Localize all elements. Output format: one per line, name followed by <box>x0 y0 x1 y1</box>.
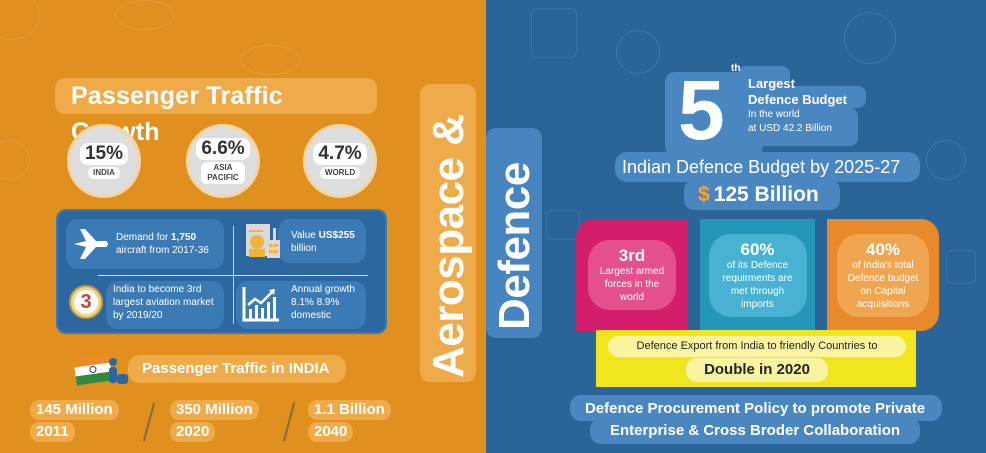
traffic-2011: 145 Million 2011 <box>30 400 119 444</box>
india-flag-passenger-icon <box>73 353 128 386</box>
decorative-document-icon <box>546 210 580 240</box>
card-inner: 3rd Largest armed forces in the world <box>588 240 676 310</box>
card-big: 60% <box>740 239 775 259</box>
rank-line: Defence Budget <box>748 92 847 107</box>
budget-amount: $125 Billion <box>698 182 819 208</box>
budget-title-bg <box>615 152 920 182</box>
growth-circle-asia-pacific: 6.6% ASIA PACIFIC <box>186 124 260 198</box>
separator <box>142 402 156 442</box>
card-inner: 40% of India's total Defence budget on C… <box>837 233 929 317</box>
aircraft-demand-text: Demand for 1,750 aircraft from 2017-36 <box>116 232 209 256</box>
growth-label: ASIA PACIFIC <box>201 162 245 184</box>
aviation-stats-box: Demand for 1,750 aircraft from 2017-36 V… <box>56 209 387 334</box>
decorative-shield-document-icon <box>531 8 577 58</box>
traffic-year: 2020 <box>170 422 216 442</box>
rank-suffix: th <box>731 63 741 74</box>
rank-number: 5 <box>678 63 725 157</box>
procurement-policy-text: Defence Procurement Policy to promote Pr… <box>560 398 950 442</box>
text-bg <box>738 108 858 146</box>
decorative-icon <box>0 140 30 180</box>
card-armed-forces: 3rd Largest armed forces in the world <box>576 219 688 331</box>
policy-bg <box>570 395 942 421</box>
rank-badge: 3 <box>69 285 103 319</box>
separator <box>282 402 296 442</box>
decorative-gear-icon <box>926 140 966 180</box>
card-text: Largest armed forces in the world <box>599 266 665 303</box>
rank-line: Largest <box>748 76 795 91</box>
passenger-traffic-growth-title: Passenger Traffic Growth <box>55 78 377 146</box>
decorative-cloud-icon <box>115 0 175 30</box>
budget-amount-bg <box>684 180 840 210</box>
growth-value: 6.6% <box>196 138 250 160</box>
traffic-amount: 1.1 Billion <box>308 400 391 420</box>
growth-value: 4.7% <box>313 143 367 165</box>
export-highlight: Double in 2020 <box>686 358 828 382</box>
rank-line: In the world <box>748 109 800 120</box>
traffic-2020: 350 Million 2020 <box>170 400 259 444</box>
banner-defence-text: Defence <box>490 162 539 330</box>
decorative-plane-icon <box>0 0 40 40</box>
card-text: of its Defence requirments are met throu… <box>722 259 793 310</box>
export-text: Defence Export from India to friendly Co… <box>608 336 906 357</box>
growth-chart-icon <box>242 287 279 322</box>
aviation-market-text: India to become 3rd largest aviation mar… <box>113 284 214 321</box>
rank-line: at USD 42.2 Billion <box>748 123 832 134</box>
decorative-gear-shield-icon <box>844 12 896 64</box>
card-capital: 40% of India's total Defence budget on C… <box>827 219 939 331</box>
card-big: 40% <box>865 239 901 259</box>
decorative-cloud-icon <box>240 45 300 75</box>
annual-growth-text: Annual growth 8.1% 8.9% domestic <box>291 284 355 321</box>
card-imports: 60% of its Defence requirments are met t… <box>700 219 815 331</box>
text-bg <box>738 66 790 86</box>
policy-bg <box>590 418 920 444</box>
traffic-amount: 350 Million <box>170 400 259 420</box>
rank-description: Largest Defence Budget In the world at U… <box>748 76 847 136</box>
decorative-document-icon <box>946 250 976 284</box>
banner-aerospace-text: Aerospace & <box>424 114 473 378</box>
stat-cell-bg <box>106 281 224 329</box>
banner-right-bg <box>486 128 542 338</box>
dollar-icon: $ <box>698 183 710 206</box>
value-text: Value US$255 billion <box>291 230 355 254</box>
stat-cell-bg <box>278 219 366 263</box>
aerospace-panel: Passenger Traffic Growth 15% INDIA 6.6% … <box>0 0 486 453</box>
decorative-globe-icon <box>616 30 660 74</box>
text-bg <box>738 86 866 108</box>
policy-line: Defence Procurement Policy to promote Pr… <box>584 400 926 417</box>
card-text: of India's total Defence budget on Capit… <box>847 259 919 310</box>
budget-title: Indian Defence Budget by 2025-27 <box>622 157 901 177</box>
growth-circle-india: 15% INDIA <box>67 124 141 198</box>
card-big: 3rd <box>618 246 646 265</box>
money-document-icon <box>246 224 280 258</box>
divider <box>98 275 368 276</box>
growth-circle-world: 4.7% WORLD <box>303 124 377 198</box>
traffic-amount: 145 Million <box>30 400 119 420</box>
traffic-2040: 1.1 Billion 2040 <box>308 400 391 444</box>
passenger-traffic-india-title: Passenger Traffic in INDIA <box>128 355 346 383</box>
policy-line: Enterprise & Cross Broder Collaboration <box>609 422 901 439</box>
banner-left-bg <box>420 84 476 382</box>
traffic-year: 2011 <box>30 422 75 442</box>
growth-label: INDIA <box>88 167 120 179</box>
rank-badge-number: 3 <box>74 290 98 314</box>
traffic-year: 2040 <box>308 422 354 442</box>
airplane-icon <box>74 229 108 259</box>
growth-label: WORLD <box>319 167 361 179</box>
card-inner: 60% of its Defence requirments are met t… <box>708 233 807 317</box>
budget-amount-value: 125 Billion <box>713 183 819 206</box>
growth-value: 15% <box>79 143 129 165</box>
